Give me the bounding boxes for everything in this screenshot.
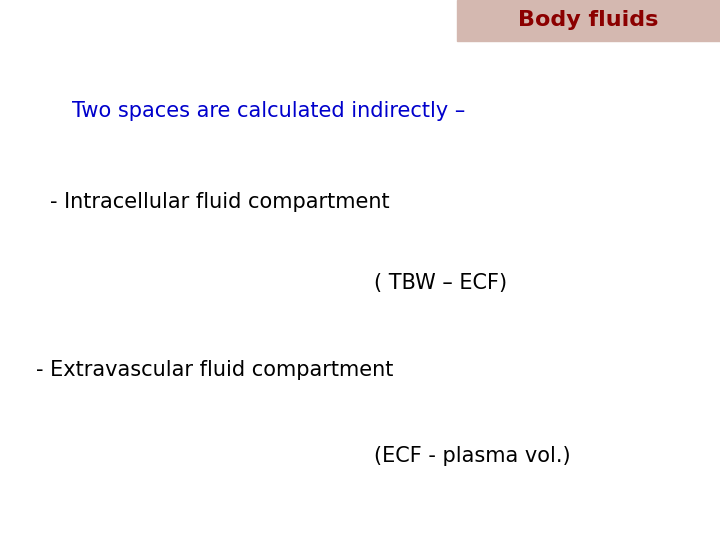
Text: - Extravascular fluid compartment: - Extravascular fluid compartment (36, 360, 393, 380)
Text: Two spaces are calculated indirectly –: Two spaces are calculated indirectly – (72, 100, 465, 121)
FancyBboxPatch shape (457, 0, 720, 40)
Text: Body fluids: Body fluids (518, 10, 659, 30)
Text: ( TBW – ECF): ( TBW – ECF) (374, 273, 508, 294)
Text: (ECF - plasma vol.): (ECF - plasma vol.) (374, 446, 571, 467)
Text: - Intracellular fluid compartment: - Intracellular fluid compartment (50, 192, 390, 213)
